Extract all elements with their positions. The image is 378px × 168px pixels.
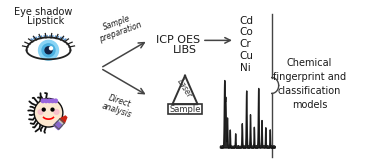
Text: Cd: Cd: [240, 15, 254, 26]
Polygon shape: [60, 116, 67, 123]
Text: Ni: Ni: [240, 63, 251, 73]
Text: Lipstick: Lipstick: [27, 15, 64, 26]
Text: Sample: Sample: [169, 105, 201, 114]
FancyBboxPatch shape: [168, 104, 202, 114]
Text: Cr: Cr: [240, 39, 252, 49]
Circle shape: [54, 110, 59, 114]
Polygon shape: [54, 119, 65, 129]
Text: Cu: Cu: [240, 51, 254, 61]
Circle shape: [44, 99, 48, 103]
Circle shape: [38, 110, 43, 114]
Circle shape: [41, 99, 45, 103]
Circle shape: [50, 47, 53, 50]
Circle shape: [54, 99, 57, 103]
Text: Laser: Laser: [175, 78, 193, 100]
Text: ICP OES: ICP OES: [156, 35, 200, 45]
Polygon shape: [54, 121, 62, 130]
Text: LIBS: LIBS: [173, 45, 197, 55]
Text: Eye shadow: Eye shadow: [14, 7, 73, 17]
Text: Sample
preparation: Sample preparation: [94, 11, 143, 44]
Ellipse shape: [26, 37, 70, 63]
Circle shape: [45, 47, 52, 54]
Circle shape: [42, 44, 55, 57]
Circle shape: [51, 108, 54, 111]
Circle shape: [51, 99, 54, 103]
Circle shape: [34, 98, 63, 127]
Text: Direct
analysis: Direct analysis: [101, 92, 136, 120]
Circle shape: [48, 99, 51, 103]
Text: Chemical
fingerprint and
classification
models: Chemical fingerprint and classification …: [273, 58, 346, 110]
Text: Co: Co: [240, 27, 254, 37]
Circle shape: [39, 40, 59, 60]
Circle shape: [42, 108, 45, 111]
